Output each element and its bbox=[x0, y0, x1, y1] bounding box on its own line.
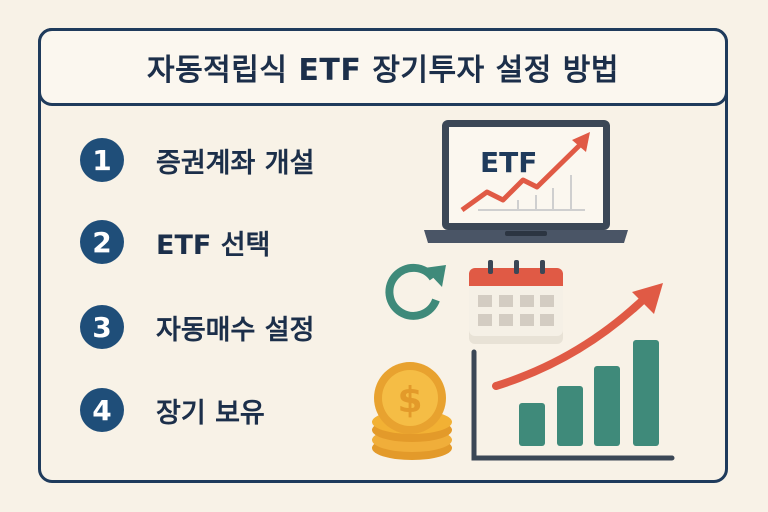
step-number: 3 bbox=[80, 305, 124, 349]
refresh-icon bbox=[385, 263, 446, 320]
step-number: 2 bbox=[80, 220, 124, 264]
step-label: 자동매수 설정 bbox=[156, 314, 315, 346]
svg-text:$: $ bbox=[397, 380, 422, 421]
calendar-icon bbox=[469, 260, 563, 344]
page-title: 자동적립식 ETF 장기투자 설정 방법 bbox=[146, 53, 620, 88]
step-number: 4 bbox=[80, 388, 124, 432]
laptop-text: ETF bbox=[480, 146, 537, 179]
step-3: 3 자동매수 설정 bbox=[80, 305, 314, 349]
step-2: 2 ETF 선택 bbox=[80, 220, 270, 264]
step-4: 4 장기 보유 bbox=[80, 388, 265, 432]
step-label: ETF 선택 bbox=[156, 229, 271, 261]
coins-dollar-icon: $ bbox=[372, 362, 452, 460]
step-label: 증권계좌 개설 bbox=[156, 147, 315, 179]
step-1: 1 증권계좌 개설 bbox=[80, 138, 314, 182]
step-label: 장기 보유 bbox=[156, 397, 265, 429]
step-number: 1 bbox=[80, 138, 124, 182]
title-banner: 자동적립식 ETF 장기투자 설정 방법 bbox=[38, 28, 728, 106]
bar-chart-growth-icon bbox=[471, 283, 675, 461]
laptop-chart-icon: ETF bbox=[424, 120, 628, 243]
